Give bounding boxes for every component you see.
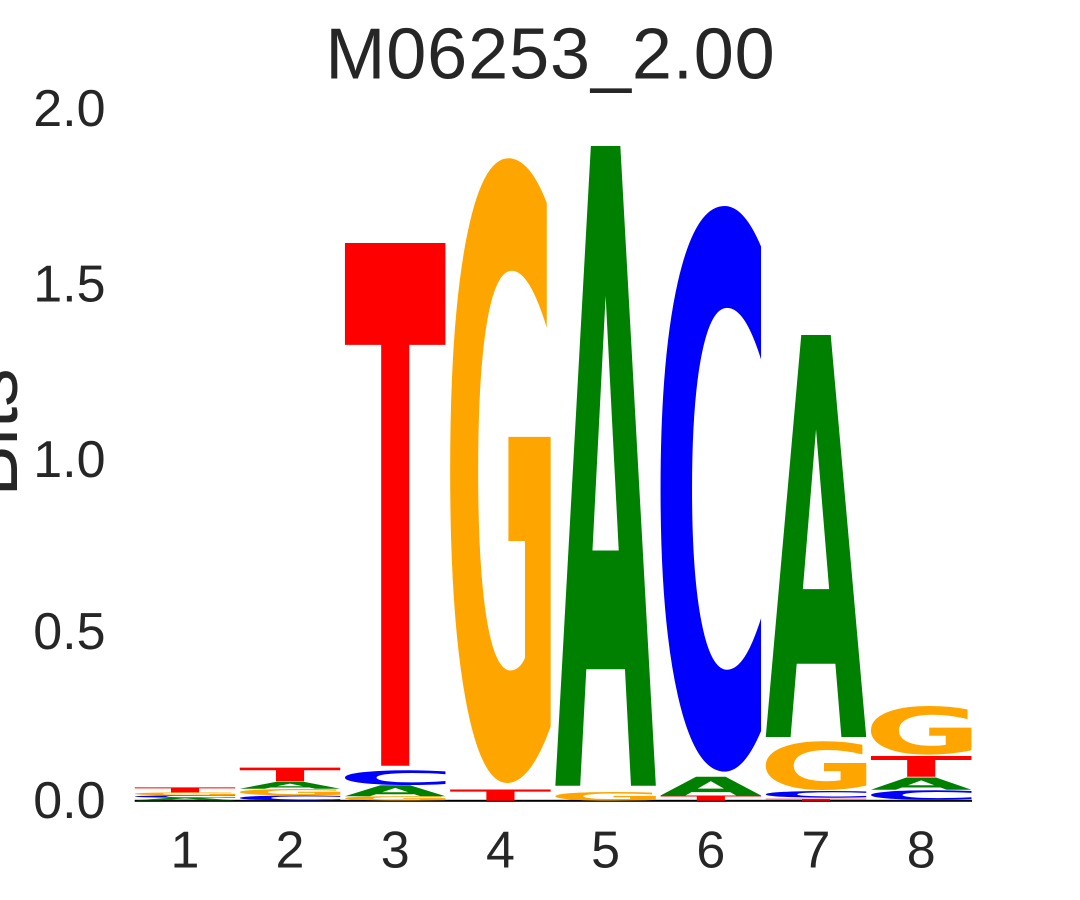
svg-text:5: 5 <box>591 822 620 880</box>
svg-text:1: 1 <box>171 822 200 880</box>
svg-text:Bits: Bits <box>0 368 34 496</box>
svg-text:1.0: 1.0 <box>33 431 105 489</box>
svg-text:2.0: 2.0 <box>33 80 105 138</box>
svg-text:8: 8 <box>907 822 936 880</box>
svg-text:M06253_2.00: M06253_2.00 <box>325 15 775 95</box>
svg-text:1.5: 1.5 <box>33 256 105 314</box>
svg-text:6: 6 <box>696 822 725 880</box>
svg-text:0.0: 0.0 <box>33 772 105 830</box>
svg-text:0.5: 0.5 <box>33 603 105 661</box>
svg-text:3: 3 <box>381 822 410 880</box>
svg-text:7: 7 <box>802 822 831 880</box>
svg-text:2: 2 <box>276 822 305 880</box>
svg-text:4: 4 <box>486 822 515 880</box>
